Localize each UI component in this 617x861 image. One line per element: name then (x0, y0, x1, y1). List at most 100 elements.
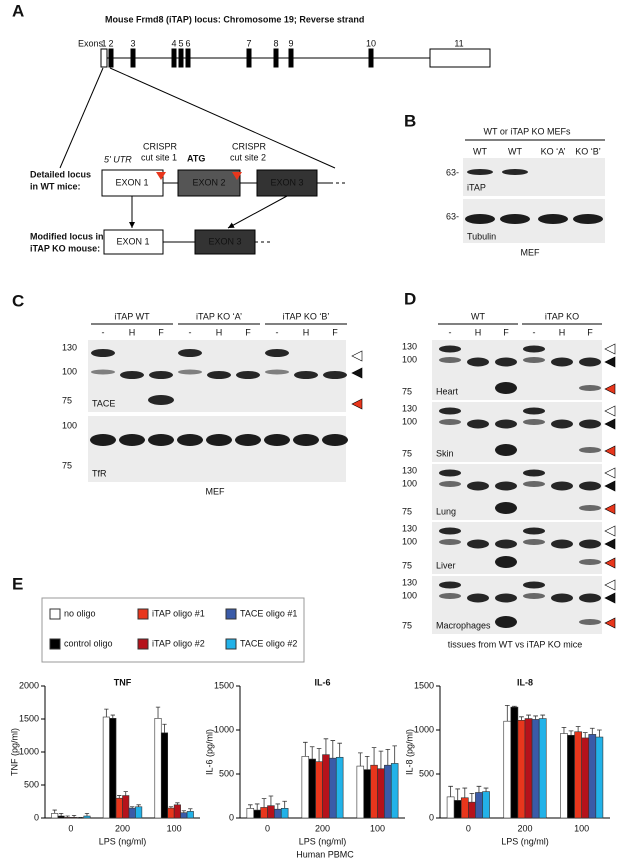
error-bar (104, 708, 109, 718)
group-label: iTAP KO (545, 311, 579, 321)
panel-label: D (404, 289, 416, 308)
arrowhead (351, 398, 363, 410)
marker-label: 100 (402, 536, 417, 546)
bar (588, 734, 597, 819)
legend-swatch (137, 638, 149, 650)
blot-band (500, 214, 530, 224)
blot-band (439, 593, 461, 599)
error-bar (589, 727, 595, 735)
y-tick-label: 0 (34, 812, 39, 822)
cut-site (232, 172, 242, 180)
chart-title: TNF (114, 677, 132, 687)
marker-label: 130 (402, 577, 417, 587)
blot-band (538, 214, 568, 224)
blot-band (149, 371, 173, 379)
blot-band (323, 371, 347, 379)
blot-label: iTAP (467, 182, 486, 192)
lane-label: - (449, 327, 452, 337)
bar (377, 768, 385, 819)
blot-band (236, 371, 260, 379)
error-bar (261, 798, 267, 808)
arrowhead (604, 467, 616, 479)
bar (180, 812, 188, 819)
blot-band (495, 481, 517, 491)
lane-label: F (587, 327, 593, 337)
marker-label: 75 (402, 386, 412, 396)
blot (88, 416, 346, 482)
blot-band (322, 434, 348, 446)
x-tick-label: 0 (265, 823, 270, 833)
error-bar (175, 802, 180, 805)
blot-band (523, 581, 545, 589)
blot-band (551, 539, 573, 549)
error-bar (364, 756, 370, 770)
bar (453, 800, 462, 819)
marker-label: 130 (402, 523, 417, 533)
arrowhead (604, 445, 616, 457)
lane-label: WT (473, 146, 487, 156)
bar (253, 809, 261, 819)
y-tick-label: 0 (429, 812, 434, 822)
blot-band (120, 371, 144, 379)
bar (517, 720, 526, 819)
bar (335, 756, 344, 819)
bar (83, 815, 91, 819)
arrowhead (351, 350, 363, 362)
exon (130, 48, 136, 68)
bar (122, 795, 130, 819)
blot-band (178, 349, 202, 357)
lane-label: H (559, 327, 566, 337)
lane-label: - (276, 327, 279, 337)
x-tick-label: 0 (466, 823, 471, 833)
blot-band (439, 419, 461, 425)
blot-band (579, 593, 601, 603)
error-bar (282, 800, 287, 809)
error-bar (575, 726, 581, 732)
bar (167, 807, 175, 819)
error-bar (540, 714, 546, 719)
blot-band (439, 407, 461, 415)
bar (160, 732, 169, 819)
bar (356, 765, 365, 819)
blot-band (439, 345, 461, 353)
chart-title: IL-8 (517, 677, 533, 687)
error-bar (168, 806, 174, 809)
exon-label: EXON 1 (115, 177, 148, 187)
exon (100, 48, 108, 68)
error-bar (582, 732, 588, 738)
y-axis-label: IL-8 (pg/ml) (404, 729, 414, 775)
blot-band (294, 371, 318, 379)
tissue-label: Macrophages (436, 620, 491, 630)
exon-box (101, 169, 164, 197)
blot-band (579, 419, 601, 429)
tissue-label: Skin (436, 448, 454, 458)
bar (128, 807, 136, 819)
group-label: iTAP KO ‘A’ (196, 311, 242, 321)
blot-band (235, 434, 261, 446)
arrowhead (604, 557, 616, 569)
blot-band (439, 481, 461, 487)
bar (51, 813, 59, 819)
blot-band (579, 559, 601, 565)
error-bar (117, 795, 122, 799)
blot-band (579, 481, 601, 491)
exon-number: 6 (185, 38, 190, 48)
blot-band (523, 481, 545, 487)
bar (109, 718, 117, 819)
y-tick-label: 2000 (19, 680, 39, 690)
marker-label: 100 (402, 478, 417, 488)
exon-number: 11 (454, 38, 463, 48)
error-bar (448, 785, 453, 797)
marker-label: 75 (402, 506, 412, 516)
blot-band (502, 169, 528, 175)
marker-label: 75 (402, 620, 412, 630)
bar (390, 763, 399, 819)
panel-label: E (12, 574, 23, 593)
marker-label: 100 (62, 366, 77, 376)
x-tick-label: 100 (574, 823, 589, 833)
utr-label: 5' UTR (104, 154, 132, 164)
blot-label: Tubulin (467, 231, 496, 241)
blot-band (551, 419, 573, 429)
blot-band (467, 481, 489, 491)
error-bar (512, 705, 517, 708)
